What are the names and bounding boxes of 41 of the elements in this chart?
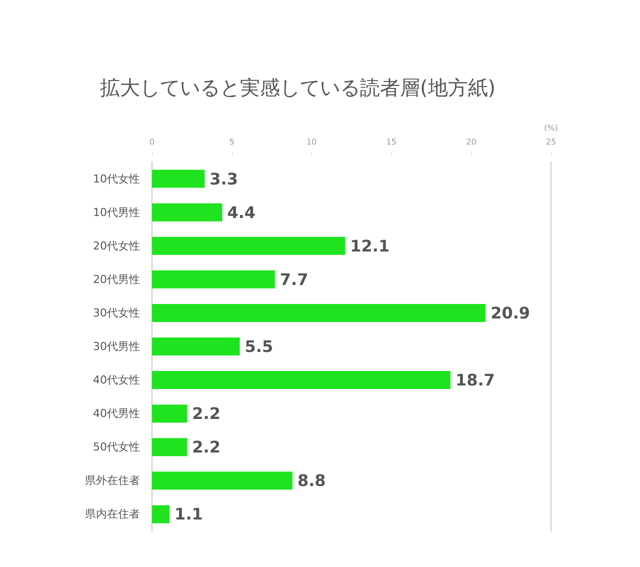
bar <box>152 371 450 390</box>
chart-title: 拡大していると実感している読者層(地方紙) <box>100 76 496 100</box>
data-label: 20.9 <box>490 303 530 322</box>
x-tick-label: 25 <box>546 138 556 146</box>
y-tick-label: 県内在住者 <box>85 508 140 521</box>
data-label: 5.5 <box>244 337 274 356</box>
y-tick-label: 10代女性 <box>93 172 140 186</box>
bar <box>152 203 222 222</box>
x-tick-label: 10 <box>306 138 317 146</box>
data-label: 7.7 <box>280 270 308 289</box>
data-label: 4.4 <box>227 202 256 222</box>
y-tick-label: 30代男性 <box>93 340 140 353</box>
y-tick-label: 40代男性 <box>93 407 140 420</box>
x-tick-label: 20 <box>466 138 476 146</box>
bar <box>152 338 240 356</box>
bar <box>152 438 188 456</box>
data-label: 8.8 <box>297 471 326 490</box>
bar <box>152 472 292 490</box>
y-tick-label: 50代女性 <box>93 440 140 454</box>
y-tick-label: 10代男性 <box>93 206 140 219</box>
y-tick-label: 40代女性 <box>93 374 140 387</box>
y-tick-label: 県外在住者 <box>85 474 140 488</box>
bar <box>152 236 346 255</box>
data-label: 2.2 <box>192 404 220 424</box>
x-tick-label: 0 <box>149 138 155 146</box>
bar <box>152 270 275 288</box>
bar <box>152 404 188 423</box>
x-tick-label: 5 <box>229 138 234 146</box>
x-axis-title: (%) <box>544 124 558 132</box>
data-label: 3.3 <box>210 169 238 188</box>
data-label: 12.1 <box>350 236 390 256</box>
x-tick-label: 15 <box>386 138 396 146</box>
y-tick-label: 30代女性 <box>93 306 140 320</box>
data-label: 18.7 <box>455 370 495 390</box>
y-tick-label: 20代男性 <box>93 272 140 286</box>
y-tick-label: 20代女性 <box>93 239 140 252</box>
bar <box>152 170 205 188</box>
bar <box>152 505 170 524</box>
data-label: 2.2 <box>192 438 220 457</box>
bar <box>152 304 486 322</box>
data-label: 1.1 <box>174 504 203 524</box>
